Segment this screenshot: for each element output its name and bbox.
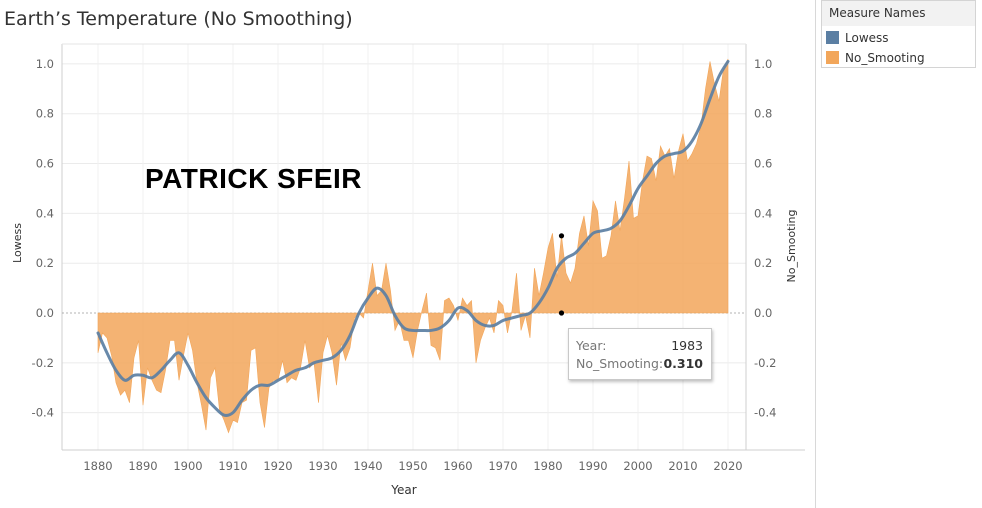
- chart-title: Earth’s Temperature (No Smoothing): [4, 8, 353, 30]
- y-axis-label-right: No_Smooting: [785, 210, 798, 283]
- legend-item-no-smooting[interactable]: No_Smooting: [826, 49, 925, 67]
- x-tick-label: 1950: [398, 459, 427, 473]
- x-tick-label: 1910: [218, 459, 247, 473]
- y-tick-label-right: -0.4: [754, 406, 776, 420]
- legend-item-lowess[interactable]: Lowess: [826, 29, 889, 47]
- x-tick-label: 1990: [578, 459, 607, 473]
- x-tick-label: 1940: [353, 459, 382, 473]
- tooltip-row-smooth: No_Smooting: 0.310: [576, 355, 703, 373]
- tooltip-year-label: Year:: [576, 338, 607, 353]
- y-tick-label-right: 0.8: [754, 107, 772, 121]
- legend-label-lowess: Lowess: [845, 31, 889, 45]
- lowess-line-path: [96, 59, 730, 417]
- legend-title: Measure Names: [822, 1, 975, 26]
- chart-canvas: -0.4 -0.4 -0.2 -0.2 0.0 0.0 0.2 0.2 0.4 0.4 0.6 0.6…: [11, 43, 805, 497]
- y-tick-label-left: 0.4: [36, 206, 54, 220]
- y-tick-label-left: 1.0: [36, 57, 54, 71]
- highlight-point: [558, 233, 565, 239]
- watermark-text: PATRICK SFEIR: [145, 163, 363, 194]
- y-tick-label-right: 1.0: [754, 57, 772, 71]
- y-tick-label-left: 0.8: [36, 107, 54, 121]
- x-tick-label: 1880: [83, 459, 112, 473]
- tooltip: Year: 1983 No_Smooting: 0.310: [568, 328, 712, 380]
- x-tick-label: 1920: [263, 459, 292, 473]
- y-tick-label-right: -0.2: [754, 356, 776, 370]
- panel-divider: [815, 0, 816, 508]
- tooltip-smooth-value: 0.310: [663, 356, 703, 371]
- y-tick-label-left: 0.0: [36, 306, 54, 320]
- legend-swatch-no-smooting: [826, 51, 839, 64]
- x-tick-label: 1960: [443, 459, 472, 473]
- y-tick-label-left: -0.4: [32, 406, 54, 420]
- y-tick-label-left: 0.6: [36, 157, 54, 171]
- x-tick-label: 2010: [668, 459, 697, 473]
- x-tick-label: 2020: [713, 459, 742, 473]
- tooltip-year-value: 1983: [671, 338, 703, 353]
- no-smooting-area-path: [97, 58, 729, 434]
- legend-swatch-lowess: [826, 31, 839, 44]
- y-tick-label-right: 0.2: [754, 256, 772, 270]
- x-tick-label: 1900: [173, 459, 202, 473]
- y-tick-label-left: 0.2: [36, 256, 54, 270]
- tooltip-smooth-label: No_Smooting:: [576, 356, 664, 371]
- y-tick-label-right: 0.0: [754, 306, 772, 320]
- x-tick-label: 1930: [308, 459, 337, 473]
- y-tick-label-right: 0.4: [754, 206, 772, 220]
- legend: Measure Names Lowess No_Smooting: [821, 0, 976, 68]
- x-tick-label: 2000: [623, 459, 652, 473]
- tooltip-row-year: Year: 1983: [576, 337, 703, 355]
- legend-label-no-smooting: No_Smooting: [845, 51, 925, 65]
- x-tick-label: 1890: [128, 459, 157, 473]
- highlight-baseline-point: [558, 310, 565, 316]
- no-smooting-area: [97, 58, 729, 434]
- y-axis-label-left: Lowess: [11, 223, 24, 263]
- x-tick-label: 1980: [533, 459, 562, 473]
- lowess-line: [96, 59, 730, 417]
- x-tick-label: 1970: [488, 459, 517, 473]
- highlight-markers: [558, 233, 565, 316]
- y-tick-label-left: -0.2: [32, 356, 54, 370]
- y-tick-label-right: 0.6: [754, 157, 772, 171]
- x-axis-label: Year: [390, 483, 416, 497]
- tick-labels: -0.4 -0.4 -0.2 -0.2 0.0 0.0 0.2 0.2 0.4 0.4 0.6 0.6…: [32, 57, 777, 473]
